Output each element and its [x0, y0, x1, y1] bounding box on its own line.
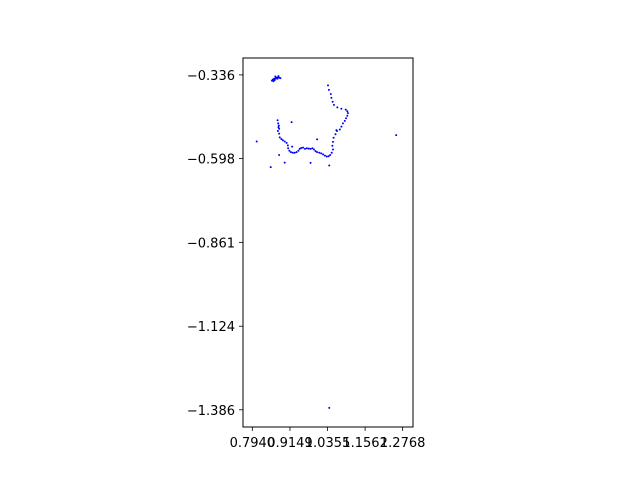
x-tick-label: 1.1562	[342, 436, 388, 451]
data-point	[291, 145, 294, 148]
data-points	[255, 75, 398, 409]
data-point	[329, 93, 332, 96]
data-point	[274, 75, 277, 78]
data-point	[346, 112, 349, 115]
data-point	[346, 110, 349, 113]
data-point	[277, 75, 280, 78]
data-point	[327, 155, 330, 158]
data-point	[288, 149, 291, 152]
data-point	[309, 147, 312, 150]
data-point	[329, 153, 332, 156]
data-point	[280, 138, 283, 141]
data-point	[328, 406, 331, 409]
data-point	[277, 122, 280, 125]
data-point	[278, 136, 281, 139]
data-point	[320, 152, 323, 155]
data-point	[395, 134, 398, 137]
x-tick-label: 0.7940	[230, 436, 276, 451]
data-point	[316, 138, 319, 141]
data-point	[278, 153, 281, 156]
data-point	[331, 144, 334, 147]
data-point	[293, 151, 296, 154]
data-point	[346, 114, 349, 117]
data-point	[312, 148, 315, 151]
data-point	[328, 164, 331, 167]
data-point	[330, 151, 333, 154]
data-point	[331, 140, 334, 143]
data-point	[307, 147, 310, 150]
data-point	[277, 124, 280, 127]
data-point	[286, 144, 289, 147]
data-point	[338, 128, 341, 131]
y-tick-label: −0.336	[187, 69, 235, 84]
data-point	[273, 79, 276, 82]
data-point	[344, 108, 347, 111]
data-point	[343, 119, 346, 122]
data-point	[278, 132, 281, 135]
data-point	[276, 130, 279, 133]
data-point	[281, 139, 284, 142]
data-point	[345, 117, 348, 120]
data-point	[289, 151, 292, 154]
y-axis: −0.336 −0.598 −0.861 −1.124 −1.386	[187, 69, 243, 419]
data-point	[276, 77, 279, 80]
data-point	[332, 103, 335, 106]
data-point	[340, 125, 343, 128]
data-point	[283, 161, 286, 164]
data-point	[327, 88, 330, 91]
data-point	[323, 154, 326, 157]
data-point	[302, 146, 305, 149]
data-point	[335, 129, 338, 132]
data-point	[287, 147, 290, 150]
y-tick-label: −0.598	[187, 152, 235, 167]
data-point	[340, 107, 343, 110]
x-tick-label: 1.2768	[380, 436, 426, 451]
data-point	[298, 147, 301, 150]
data-point	[341, 122, 344, 125]
data-point	[279, 77, 282, 80]
y-tick-label: −1.124	[187, 320, 235, 335]
data-point	[283, 140, 286, 143]
data-point	[325, 155, 328, 158]
data-point	[322, 153, 325, 156]
data-point	[278, 127, 281, 130]
data-point	[269, 166, 272, 169]
data-point	[330, 96, 333, 99]
y-tick-label: −1.386	[187, 404, 235, 419]
data-point	[305, 147, 308, 150]
data-point	[297, 149, 300, 152]
data-point	[272, 80, 275, 83]
data-point	[303, 147, 306, 150]
plot-background	[243, 58, 413, 427]
y-tick-label: −0.861	[187, 236, 235, 251]
data-point	[331, 100, 334, 103]
data-point	[300, 146, 303, 149]
x-tick-label: 0.9149	[267, 436, 313, 451]
data-point	[285, 141, 288, 144]
data-point	[276, 119, 279, 122]
data-point	[336, 106, 339, 109]
data-point	[318, 151, 321, 154]
data-point	[316, 151, 319, 154]
data-point	[311, 147, 314, 150]
data-point	[290, 121, 293, 124]
data-point	[331, 148, 334, 151]
data-point	[334, 133, 337, 136]
data-point	[291, 151, 294, 154]
data-point	[255, 140, 258, 143]
data-point	[277, 126, 280, 129]
data-point	[309, 161, 312, 164]
x-tick-label: 1.0355	[305, 436, 351, 451]
data-point	[332, 136, 335, 139]
data-point	[295, 151, 298, 154]
data-point	[314, 150, 317, 153]
data-point	[327, 84, 329, 87]
